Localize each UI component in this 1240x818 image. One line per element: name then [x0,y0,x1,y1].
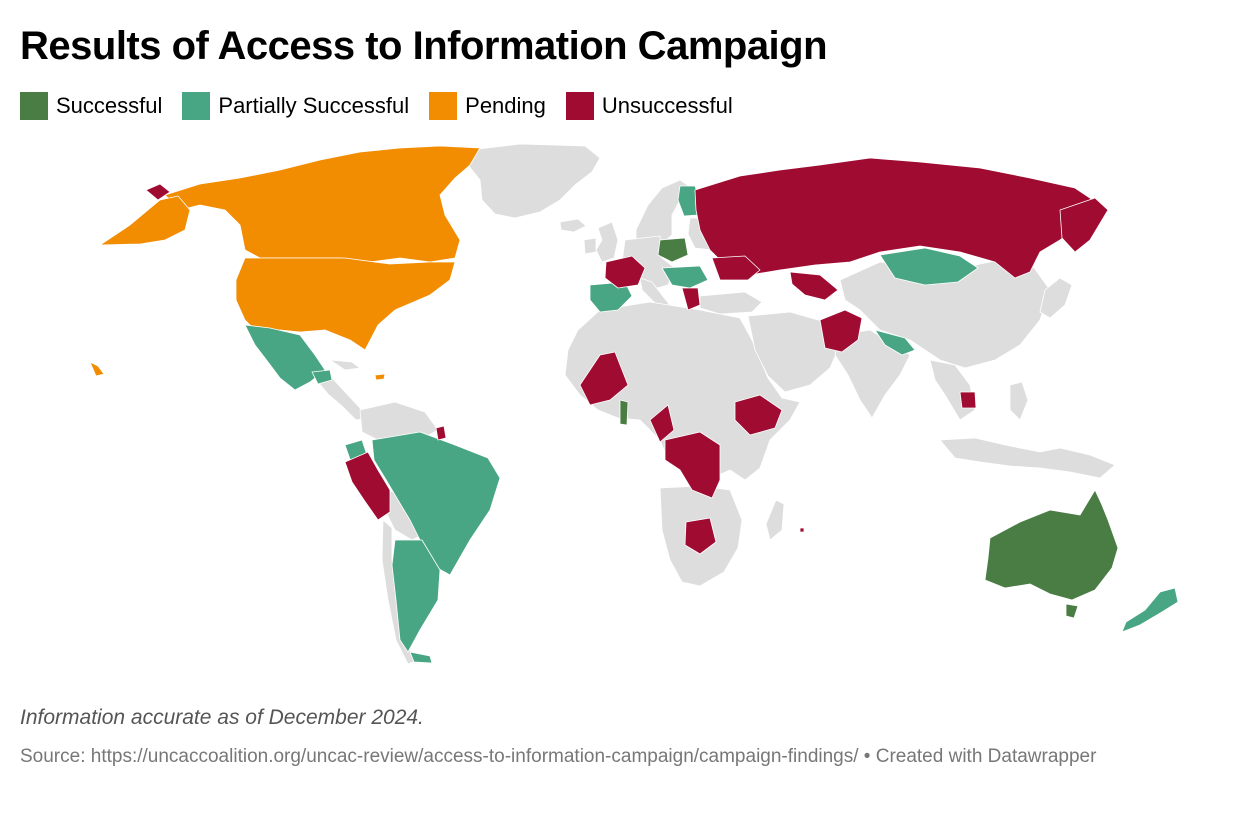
region-ukraine [711,255,761,281]
region-brazil [371,431,501,576]
region-argentina [391,539,441,653]
region-bangladesh-nepal [874,329,916,356]
region-tasmania [1065,603,1079,619]
region-tierra-del-fuego [409,651,433,664]
region-philippines [1009,381,1029,421]
legend-item-partially-successful: Partially Successful [182,92,409,120]
region-cameroon [649,404,675,443]
region-ethiopia [734,394,783,436]
legend-label-pending: Pending [465,93,546,118]
region-ireland [583,237,597,255]
region-new-zealand [1121,587,1179,633]
region-greece [681,287,701,311]
region-se-asia [929,359,976,421]
region-madagascar [765,499,785,541]
region-zimbabwe [684,517,717,555]
region-mali [579,351,629,406]
region-guyana [435,425,447,441]
region-hawaii [89,361,105,377]
region-middle-east [747,311,841,393]
region-caribbean [329,359,361,371]
region-mexico [244,324,326,391]
region-puerto-rico [374,373,386,381]
region-central-america-partial [311,369,333,385]
world-map [89,143,1179,665]
legend-swatch-successful [20,92,48,120]
region-chukotka [145,183,171,201]
region-greenland [467,143,601,219]
region-mauritius [799,527,805,533]
legend-swatch-unsuccessful [565,92,594,120]
region-australia [984,489,1119,601]
region-mongolia [879,247,979,286]
region-uk [595,221,619,263]
legend-label-partially-successful: Partially Successful [218,93,410,118]
region-cambodia [959,391,977,409]
region-drc [664,431,721,499]
region-iceland [559,218,587,233]
legend-label-successful: Successful [56,93,163,118]
legend-label-unsuccessful: Unsuccessful [601,93,733,118]
footnote: Information accurate as of December 2024… [20,706,424,729]
source-line: Source: https://uncaccoalition.org/uncac… [20,746,1097,767]
region-france [604,255,646,289]
page-title: Results of Access to Information Campaig… [20,24,828,68]
region-russia-far-east [1059,197,1109,253]
region-benin [619,399,629,426]
region-uzbekistan [789,271,839,301]
region-canada [164,145,481,263]
region-north-africa [564,301,801,481]
region-japan [1039,277,1073,319]
legend-item-successful: Successful [20,92,162,120]
region-alaska [99,195,191,246]
legend-swatch-pending [429,92,458,120]
region-poland-slovakia [657,237,689,263]
region-turkey [699,291,763,315]
region-balkans-partial [661,265,709,289]
region-indonesia [939,437,1116,479]
legend-item-unsuccessful: Unsuccessful [565,92,733,120]
legend-item-pending: Pending [429,92,546,120]
region-pakistan [819,309,863,353]
region-usa [235,257,456,351]
legend: Successful Partially Successful Pending … [20,92,733,120]
region-peru [344,451,391,521]
legend-swatch-partially-successful [182,92,211,120]
